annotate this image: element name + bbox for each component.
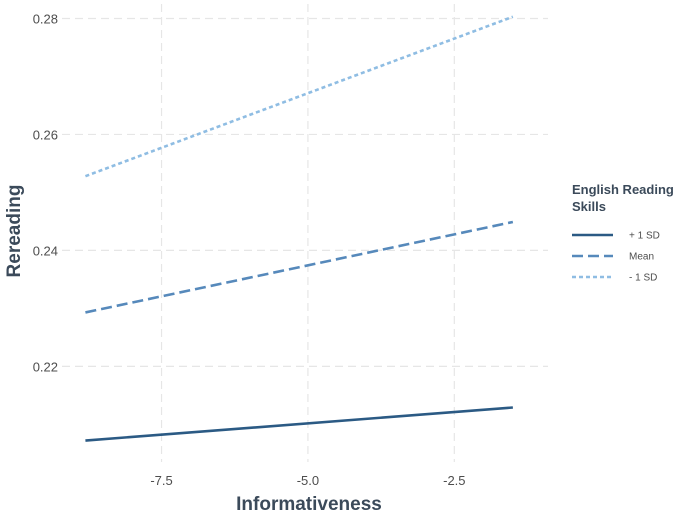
series-line-2	[85, 220, 514, 314]
legend-title-line-2: Skills	[572, 199, 606, 214]
x-tick-label: -5.0	[297, 473, 319, 488]
x-tick-label: -7.5	[150, 473, 172, 488]
x-tick-label: -2.5	[443, 473, 465, 488]
y-tick-label: 0.24	[33, 243, 58, 258]
y-tick-label: 0.22	[33, 359, 58, 374]
y-axis-title: Rereading	[4, 185, 25, 278]
y-tick-label: 0.26	[33, 127, 58, 142]
y-axis-ticks: 0.22 0.24 0.26 0.28	[33, 11, 58, 374]
legend-label-2: Mean	[629, 252, 654, 263]
y-tick-label: 0.28	[33, 11, 58, 26]
legend-items: + 1 SD Mean - 1 SD	[572, 231, 660, 284]
series-lines	[84, 15, 514, 442]
series-line-1	[85, 406, 513, 442]
grid	[62, 4, 548, 462]
legend-label-3: - 1 SD	[629, 273, 657, 284]
x-axis-ticks: -7.5 -5.0 -2.5	[150, 473, 465, 488]
series-line-3	[84, 15, 514, 178]
x-axis-title: Informativeness	[236, 494, 382, 513]
legend-title-line-1: English Reading	[572, 182, 674, 197]
legend: English Reading Skills + 1 SD Mean - 1 SD	[572, 182, 674, 284]
legend-label-1: + 1 SD	[629, 231, 660, 242]
